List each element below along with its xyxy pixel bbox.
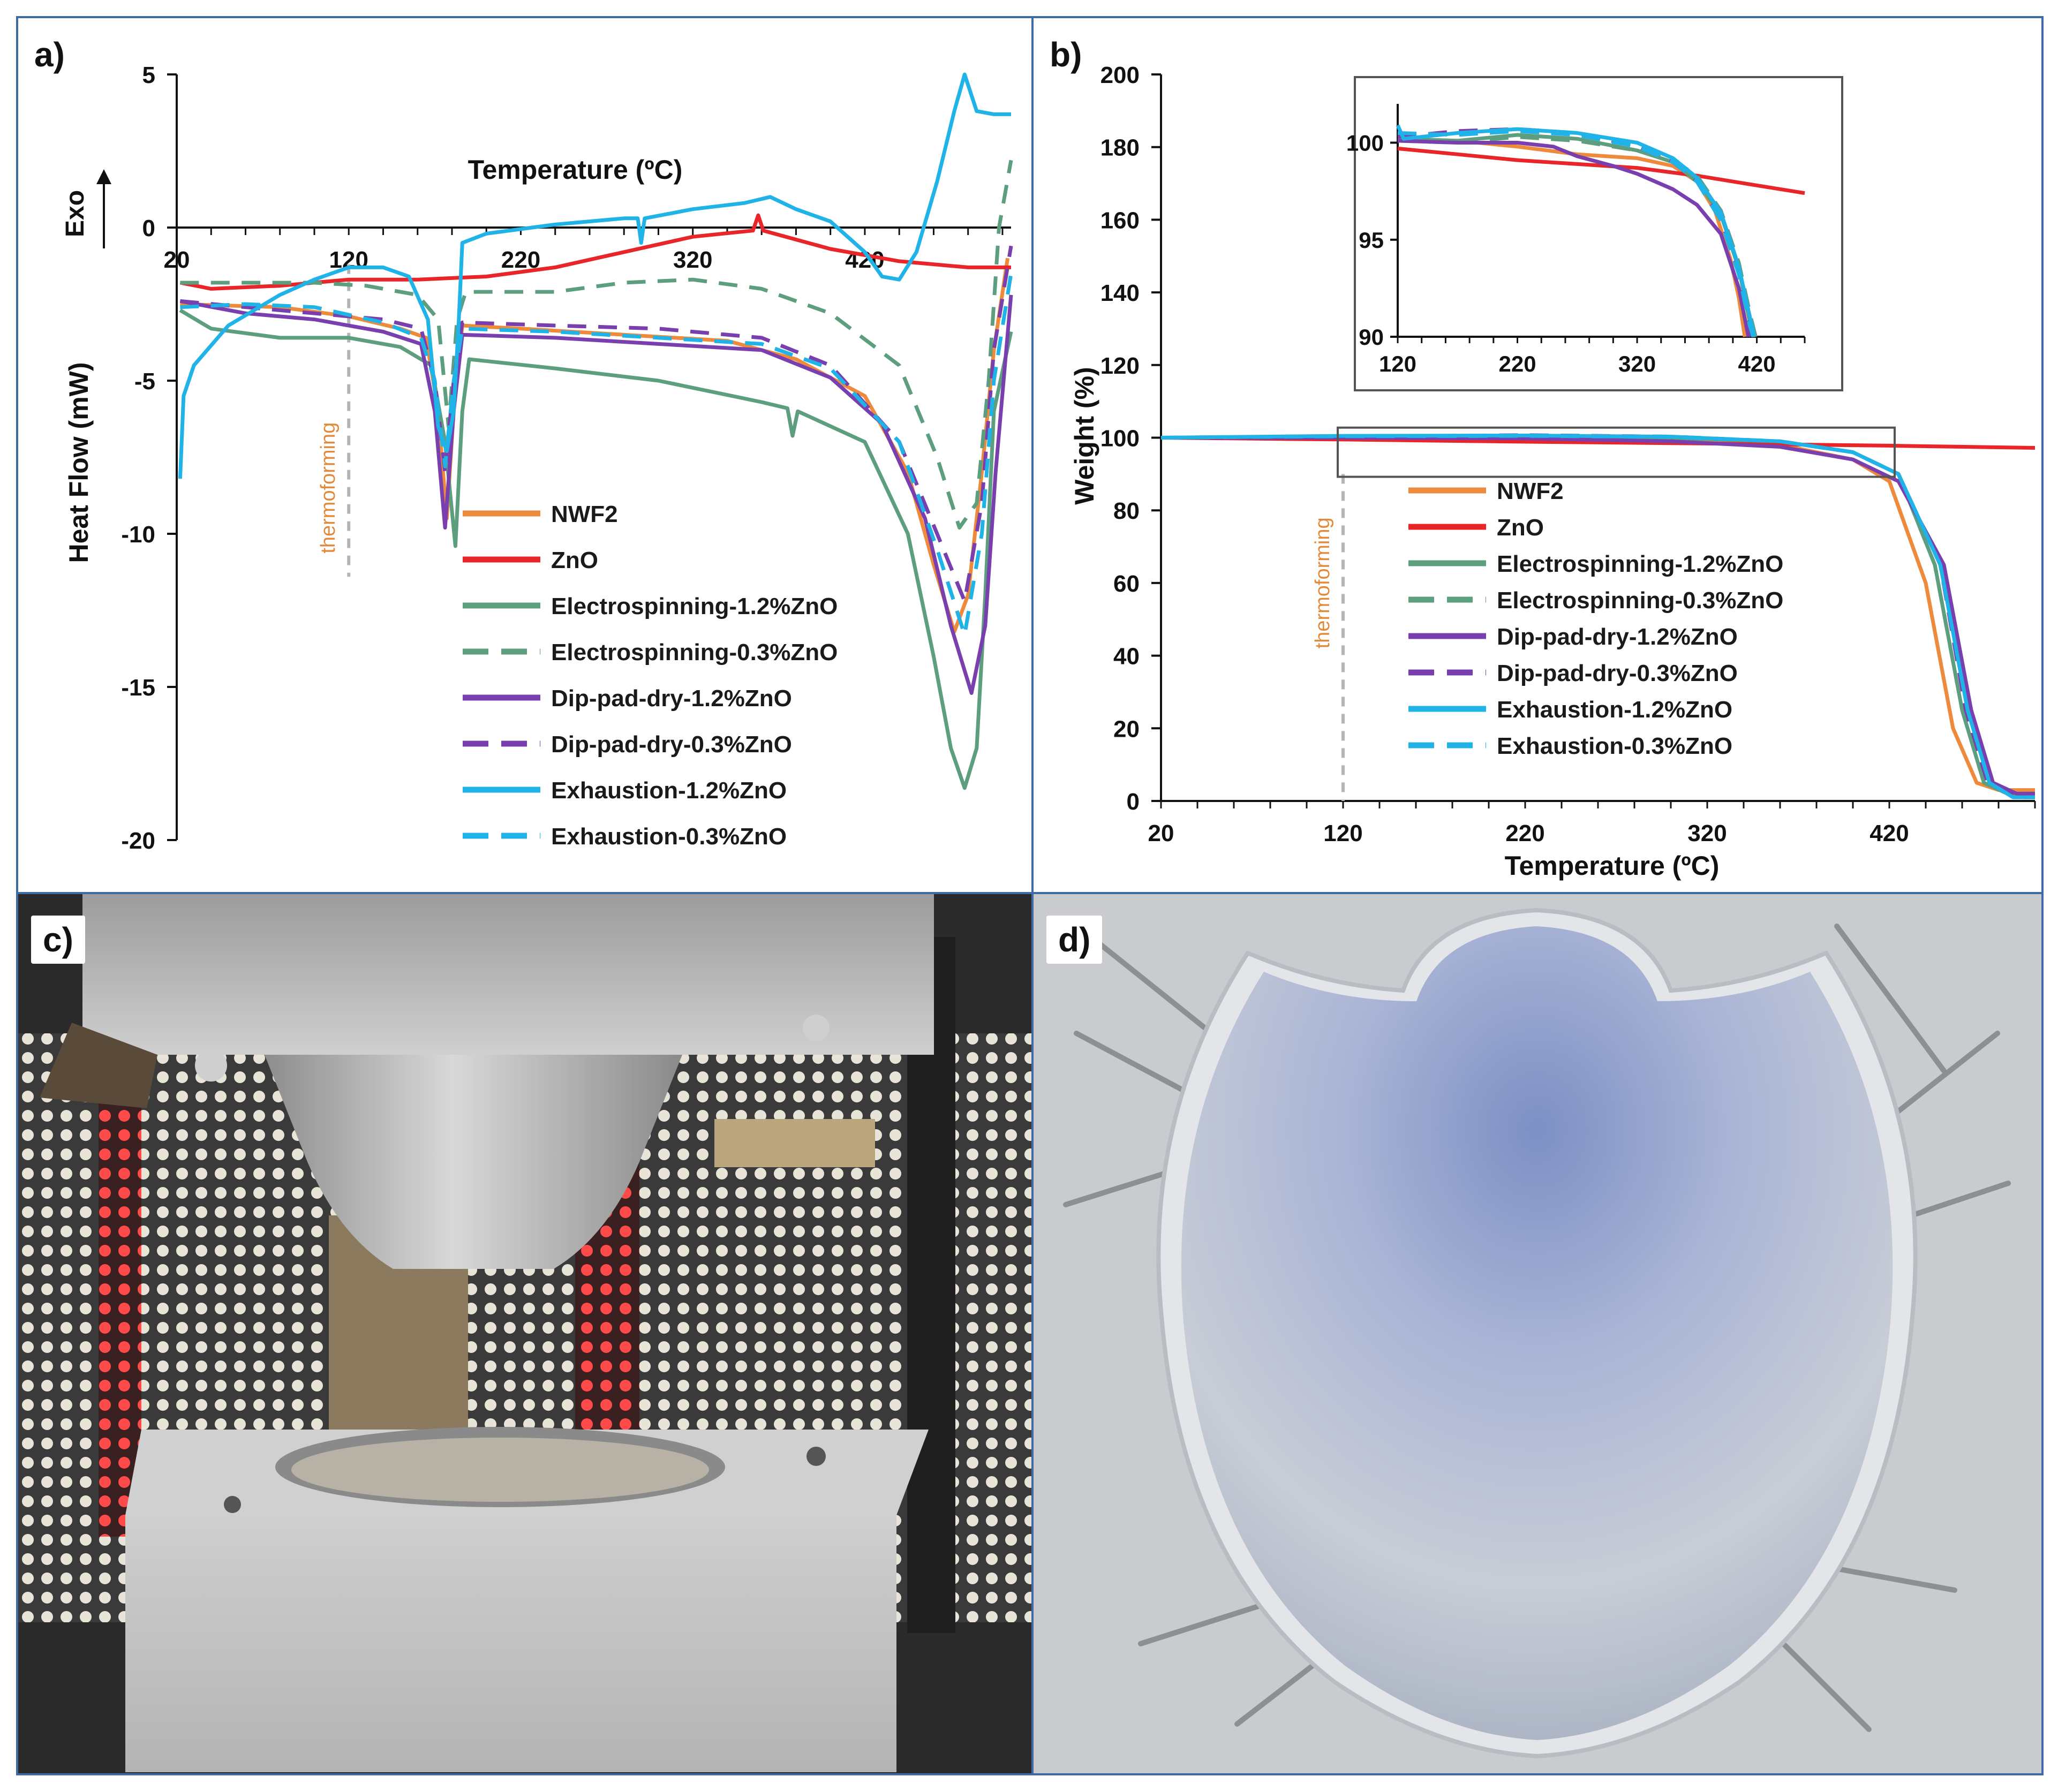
tga-y-tick-label: 180 [1100, 135, 1140, 161]
tga-inset-y-tick-label: 95 [1359, 228, 1384, 253]
dsc-series-line [180, 273, 1013, 637]
dsc-legend-label: Electrospinning-0.3%ZnO [551, 639, 838, 666]
tga-inset-x-tick-label: 120 [1379, 351, 1416, 376]
tga-inset-frame [1354, 76, 1843, 391]
tga-legend-label: Electrospinning-1.2%ZnO [1497, 551, 1783, 577]
tga-legend-label: Dip-pad-dry-1.2%ZnO [1497, 624, 1738, 650]
thermoformed-face-mask-photo [1034, 894, 2041, 1773]
panel-a-label: a) [34, 35, 65, 74]
tga-inset-x-tick-label: 320 [1618, 351, 1656, 376]
panel-a: a) 5 0 -5 -10 -15 -20 20 120 220 320 420 Temperature… [16, 16, 1034, 894]
tga-x-tick-label: 20 [1148, 820, 1174, 846]
tga-inset-y-tick-label: 100 [1346, 131, 1384, 156]
dsc-legend-label: Exhaustion-0.3%ZnO [551, 823, 787, 850]
tga-y-tick-label: 20 [1113, 716, 1140, 742]
tga-y-tick-label: 140 [1100, 280, 1140, 306]
dsc-series-line [178, 72, 1011, 479]
thermoforming-annotation: thermoforming [317, 422, 340, 554]
tga-inset-series-group [1396, 124, 1805, 338]
dsc-series-line [179, 294, 1013, 695]
tga-legend-label: ZnO [1497, 515, 1544, 541]
dsc-legend-label: NWF2 [551, 501, 618, 527]
thermoforming-annotation: thermoforming [1311, 517, 1334, 648]
tga-x-tick-label: 220 [1505, 820, 1544, 846]
dsc-y-tick-label: -5 [134, 368, 155, 395]
tga-y-tick-label: 40 [1113, 644, 1140, 670]
dsc-exo-label: Exo [61, 190, 89, 237]
tga-legend-label: Electrospinning-0.3%ZnO [1497, 587, 1783, 614]
tga-legend-label: Dip-pad-dry-0.3%ZnO [1497, 660, 1738, 686]
dsc-series-line [179, 308, 1013, 790]
tga-inset-x-tick-label: 220 [1498, 351, 1536, 376]
panel-c-label: c) [31, 916, 85, 964]
tga-x-tick-label: 120 [1323, 820, 1362, 846]
tga-y-tick-label: 120 [1100, 353, 1140, 379]
dsc-y-axis-label: Heat Flow (mW) [64, 362, 94, 563]
tga-inset-series-line [1397, 129, 1755, 338]
tga-legend-label: Exhaustion-0.3%ZnO [1497, 733, 1732, 759]
panel-d: d) [1031, 892, 2044, 1775]
dsc-legend-label: Dip-pad-dry-1.2%ZnO [551, 685, 792, 712]
panel-d-label: d) [1046, 916, 1103, 964]
tga-legend-label: Exhaustion-1.2%ZnO [1497, 697, 1732, 723]
tga-x-tick-label: 320 [1687, 820, 1727, 846]
dsc-series-line [180, 160, 1013, 530]
dsc-legend-label: Dip-pad-dry-0.3%ZnO [551, 731, 792, 758]
exo-arrow-head [96, 169, 111, 184]
dsc-y-tick-label: -15 [121, 675, 155, 701]
dsc-series-line [180, 245, 1013, 603]
panel-b: b) 0 20 40 60 80 100 120 140 160 180 200 20 120 220 320… [1031, 16, 2044, 894]
tga-y-tick-label: 100 [1100, 426, 1140, 452]
dsc-legend-label: ZnO [551, 547, 598, 573]
dsc-y-tick-label: -20 [121, 828, 155, 854]
tga-x-tick-label: 420 [1869, 820, 1909, 846]
dsc-y-tick-label: 0 [142, 215, 155, 241]
tga-y-tick-label: 60 [1113, 571, 1140, 597]
panel-c: c) [16, 892, 1034, 1775]
dsc-legend-label: Electrospinning-1.2%ZnO [551, 593, 838, 619]
tga-x-axis-label: Temperature (ºC) [1505, 851, 1720, 881]
dsc-x-tick-label: 20 [164, 247, 190, 273]
tga-inset-y-tick-label: 90 [1359, 324, 1384, 350]
tga-legend-label: NWF2 [1497, 478, 1564, 504]
tga-y-tick-label: 160 [1100, 207, 1140, 233]
dsc-legend-label: Exhaustion-1.2%ZnO [551, 777, 787, 804]
tga-series-line [1161, 436, 2035, 796]
tga-y-axis-label: Weight (%) [1069, 367, 1099, 504]
dsc-y-tick-label: 5 [142, 62, 155, 88]
tga-series-group [1160, 433, 2036, 799]
tga-inset-x-tick-label: 420 [1738, 351, 1776, 376]
panel-b-label: b) [1050, 35, 1082, 74]
tga-inset-series-line [1397, 139, 1751, 337]
tga-y-tick-label: 80 [1113, 498, 1140, 524]
tga-series-line [1160, 434, 2035, 799]
dsc-series-group [178, 72, 1013, 790]
thermoforming-press-mold-photo [18, 894, 1031, 1773]
dsc-x-tick-label: 320 [673, 247, 712, 273]
tga-chart: b) 0 20 40 60 80 100 120 140 160 180 200 20 120 220 320… [1050, 35, 2036, 881]
dsc-y-tick-label: -10 [121, 521, 155, 548]
tga-y-tick-label: 0 [1127, 789, 1140, 815]
tga-zoom-box [1337, 426, 1896, 478]
dsc-x-axis-label: Temperature (ºC) [468, 155, 683, 185]
tga-y-tick-label: 200 [1100, 62, 1140, 88]
